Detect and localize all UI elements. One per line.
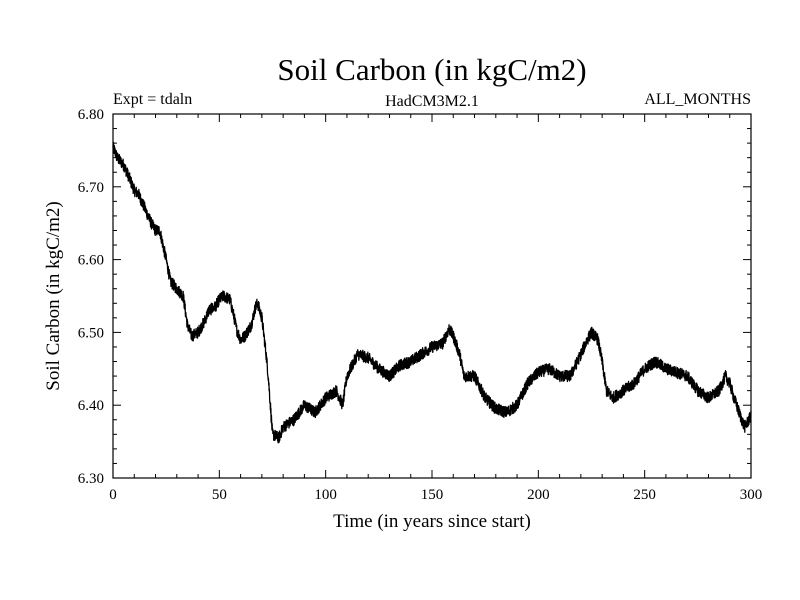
y-tick-label: 6.30 [78,471,104,487]
y-tick-label: 6.60 [78,253,104,269]
subtitle-center: HadCM3M2.1 [385,93,479,110]
x-axis-label: Time (in years since start) [333,511,531,532]
subtitle-left: Expt = tdaln [113,91,192,108]
x-tick-label: 100 [314,487,337,503]
y-tick-label: 6.50 [78,325,104,341]
axis-ticks [112,113,752,479]
x-tick-labels: 0 50 100 150 200 250 300 [109,487,762,503]
series-line-soil-carbon [112,141,752,444]
y-tick-labels: 6.30 6.40 6.50 6.60 6.70 6.80 [78,107,104,487]
x-tick-label: 50 [212,487,227,503]
x-tick-label: 0 [109,487,117,503]
subtitle-right: ALL_MONTHS [644,91,751,108]
plot-frame [112,113,752,479]
y-tick-label: 6.80 [78,107,104,123]
x-tick-label: 250 [633,487,656,503]
x-tick-label: 200 [527,487,550,503]
chart-title: Soil Carbon (in kgC/m2) [277,52,586,87]
plot-area: 0 50 100 150 200 250 300 6.306.406.506.606.706… [78,107,763,503]
x-tick-label: 150 [421,487,444,503]
y-tick-label: 6.70 [78,180,104,196]
y-axis-label: Soil Carbon (in kgC/m2) [43,201,64,390]
x-tick-label: 300 [740,487,763,503]
y-tick-label: 6.40 [78,398,104,414]
